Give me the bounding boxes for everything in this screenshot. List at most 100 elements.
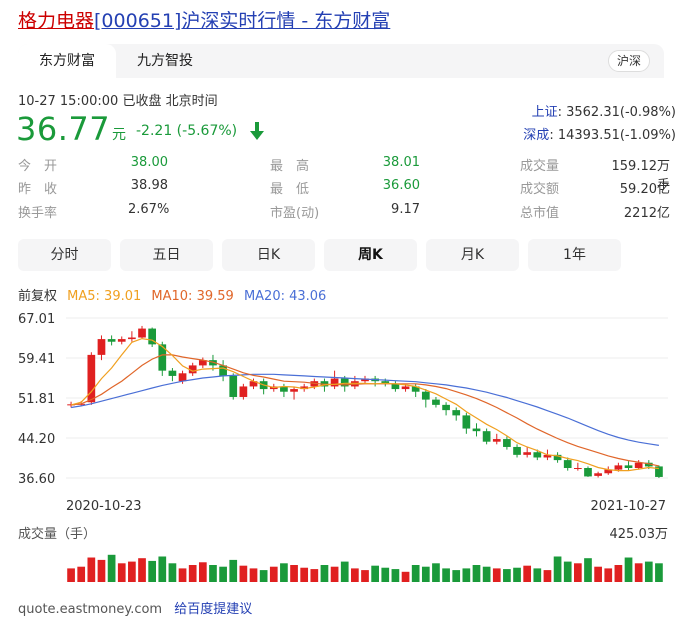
period-1year[interactable]: 1年 xyxy=(528,239,621,271)
stat-value-1: 38.01 xyxy=(382,155,420,170)
volume-bar xyxy=(411,565,420,582)
volume-bar xyxy=(462,568,471,582)
volume-bar xyxy=(391,569,400,582)
stat-label-3: 昨 收 xyxy=(18,182,58,197)
volume-max-label: 425.03万 xyxy=(610,527,669,542)
volume-bar xyxy=(290,565,298,582)
stock-name-link[interactable]: 格力电器 xyxy=(18,10,95,32)
candle-body xyxy=(87,354,96,403)
candle-body xyxy=(513,446,521,455)
volume-bar xyxy=(138,558,146,582)
volume-bar xyxy=(128,561,136,582)
candle-body xyxy=(401,386,410,390)
stat-value-7: 9.17 xyxy=(391,202,420,217)
stat-label-4: 最 低 xyxy=(270,182,310,197)
volume-bar xyxy=(492,568,501,582)
candle-body xyxy=(290,389,298,392)
volume-bar xyxy=(584,558,592,582)
stat-label-6: 换手率 xyxy=(18,206,58,221)
candle-body xyxy=(361,378,369,382)
volume-bar xyxy=(168,563,177,582)
candle-body xyxy=(482,431,491,442)
candle-body xyxy=(219,365,227,376)
volume-bar xyxy=(351,568,359,582)
adjust-label: 前复权 xyxy=(18,289,58,304)
y-tick-label: 36.60 xyxy=(18,472,55,487)
title-rest[interactable]: [000651]沪深实时行情 - 东方财富 xyxy=(94,10,391,32)
volume-bar xyxy=(604,568,613,582)
volume-bar xyxy=(209,565,217,582)
candle-body xyxy=(604,469,613,474)
volume-bar xyxy=(107,554,116,582)
candle-body xyxy=(533,452,542,458)
volume-bar xyxy=(432,563,440,582)
candle-body xyxy=(381,381,390,384)
volume-bar xyxy=(249,568,258,582)
volume-bar xyxy=(158,556,167,582)
candle-body xyxy=(128,337,136,340)
volume-bar xyxy=(553,556,562,582)
kline-chart[interactable]: 67.01 59.41 51.81 44.20 36.60 2020-10-23 2021-… xyxy=(0,300,700,610)
candle-body xyxy=(107,339,116,342)
candle-body xyxy=(543,454,552,458)
tab-jiufang[interactable]: 九方智投 xyxy=(137,53,193,69)
index-sh-label[interactable]: 上证 xyxy=(531,105,558,120)
tab-eastmoney[interactable]: 东方财富 xyxy=(18,44,116,78)
period-5day[interactable]: 五日 xyxy=(120,239,213,271)
index-sh[interactable]: 上证: 3562.31(-0.98%) xyxy=(531,105,676,120)
index-sz-label[interactable]: 深成 xyxy=(523,128,550,143)
volume-bar xyxy=(67,568,75,582)
market-button[interactable]: 沪深 xyxy=(607,50,650,72)
volume-bar xyxy=(634,563,643,582)
candle-body xyxy=(492,439,501,442)
quote-meta: 10-27 15:00:00 已收盘 北京时间 xyxy=(18,90,218,109)
period-monthly[interactable]: 月K xyxy=(426,239,519,271)
volume-bar xyxy=(513,567,521,582)
feedback-link[interactable]: 给百度提建议 xyxy=(174,602,253,617)
period-daily[interactable]: 日K xyxy=(222,239,315,271)
candle-body xyxy=(97,339,106,355)
page-title[interactable]: 格力电器[000651]沪深实时行情 - 东方财富 xyxy=(18,6,390,33)
candle-body xyxy=(340,378,349,387)
candle-body xyxy=(117,339,126,342)
volume-bar xyxy=(543,570,552,582)
volume-label: 成交量（手） xyxy=(18,526,96,542)
candle-body xyxy=(421,391,430,400)
candle-body xyxy=(330,378,339,387)
volume-bar xyxy=(77,566,86,582)
volume-bar xyxy=(401,571,410,582)
x-tick-label-start: 2020-10-23 xyxy=(66,499,142,514)
volume-bar xyxy=(381,567,390,582)
ma10-label: MA10: 39.59 xyxy=(151,289,234,304)
volume-bar xyxy=(148,560,157,582)
y-tick-label: 51.81 xyxy=(18,392,55,407)
stat-value-3: 38.98 xyxy=(130,178,168,193)
volume-bar xyxy=(229,559,238,582)
quote-datetime: 10-27 15:00:00 xyxy=(18,94,119,109)
ma10-line xyxy=(71,354,660,467)
volume-bar xyxy=(340,561,349,582)
stat-value-6: 2.67% xyxy=(128,202,170,217)
index-sz[interactable]: 深成: 14393.51(-1.09%) xyxy=(523,128,676,143)
footer: quote.eastmoney.com 给百度提建议 xyxy=(18,598,252,617)
candle-body xyxy=(573,468,582,470)
volume-bar xyxy=(421,566,430,582)
stat-value-5: 59.20亿 xyxy=(619,182,670,197)
volume-bar xyxy=(280,563,288,582)
volume-bar xyxy=(573,563,582,582)
price-unit: 元 xyxy=(112,127,126,143)
x-tick-label-end: 2021-10-27 xyxy=(590,499,666,514)
candle-body xyxy=(67,404,75,406)
volume-bar xyxy=(452,570,461,582)
period-weekly[interactable]: 周K xyxy=(324,239,417,271)
candle-body xyxy=(148,328,157,345)
candle-body xyxy=(188,365,197,374)
stat-label-0: 今 开 xyxy=(18,159,58,174)
candle-body xyxy=(452,410,461,416)
candle-body xyxy=(411,386,420,392)
candle-body xyxy=(644,462,653,467)
period-intraday[interactable]: 分时 xyxy=(18,239,111,271)
candle-body xyxy=(432,399,440,405)
candle-body xyxy=(563,460,572,469)
stat-value-2: 159.12万手 xyxy=(611,159,671,193)
